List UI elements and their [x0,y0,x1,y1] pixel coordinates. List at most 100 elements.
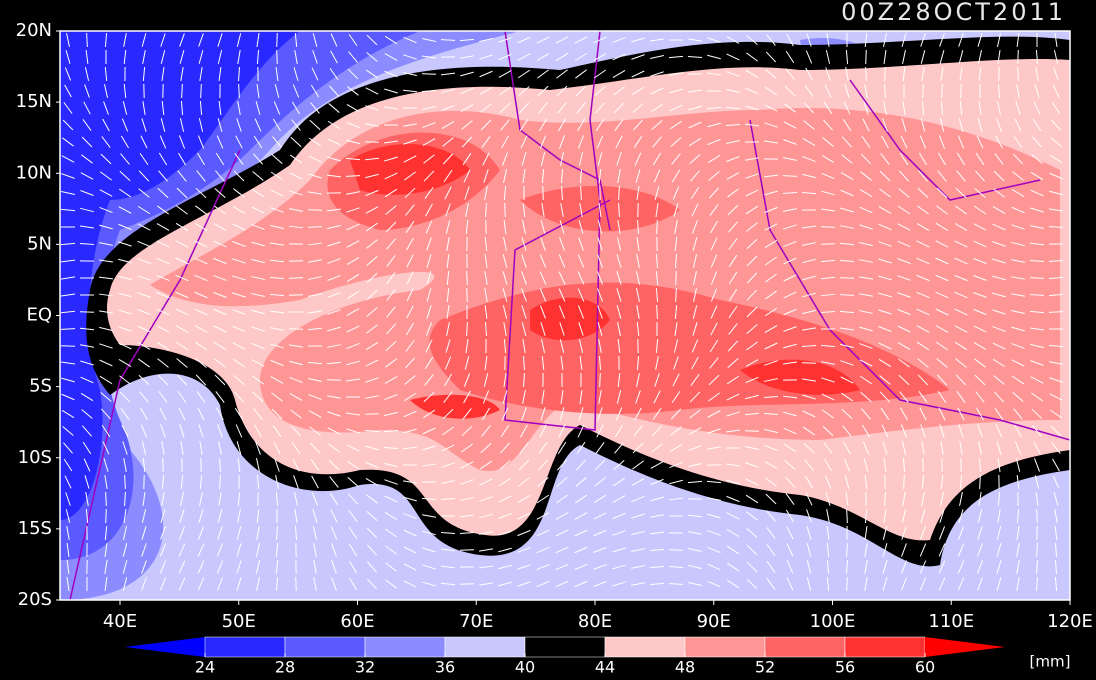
wind-vector [213,257,227,265]
wind-vector [655,270,659,286]
wind-vector [649,566,665,568]
wind-vector [574,546,588,554]
wind-vector [1015,101,1021,115]
wind-vector [650,87,664,95]
wind-vector [384,528,398,538]
wind-vector [366,34,378,46]
wind-vector [822,137,834,147]
wind-vector [542,185,544,201]
wind-vector [859,359,873,367]
wind-vector [479,37,493,43]
wind-vector [104,525,108,541]
wind-vector [232,358,246,368]
wind-vector [365,123,379,127]
wind-vector [820,226,836,228]
wind-vector [597,220,603,234]
wind-vector [878,206,892,214]
wind-vector [403,155,417,163]
wind-vector [955,205,967,215]
wind-vector [498,37,512,43]
wind-vector [1030,225,1044,229]
wind-vector [122,441,128,455]
wind-vector [859,343,873,349]
wind-vector [384,53,398,61]
wind-vector [784,460,796,470]
wind-vector [806,33,812,47]
wind-vector [364,157,380,161]
wind-vector [366,324,378,334]
wind-vector [978,50,982,64]
wind-vector [821,393,835,401]
wind-vector [440,582,456,586]
wind-vector [636,373,640,387]
wind-vector [864,32,868,48]
wind-vector [709,204,719,216]
wind-vector [119,391,131,403]
wind-vector [481,136,491,148]
wind-vector [900,135,908,149]
wind-vector [668,55,684,59]
wind-vector [538,441,548,455]
lon-label: 40E [103,611,137,632]
wind-vector [308,137,322,147]
wind-vector [636,186,640,200]
wind-vector [782,175,798,177]
wind-vector [519,442,529,454]
wind-vector [292,101,300,115]
wind-vector [199,100,203,116]
wind-vector [901,118,907,132]
wind-vector [142,491,146,507]
wind-vector [441,104,455,112]
wind-vector [326,361,342,365]
wind-vector [654,373,660,387]
wind-vector [1015,458,1021,472]
wind-vector [364,141,380,143]
wind-vector [578,237,584,251]
wind-vector [251,342,265,350]
wind-vector [198,50,204,64]
wind-vector [538,102,548,114]
wind-vector [746,272,758,284]
wind-vector [881,135,889,149]
colorbar-label: 56 [835,658,855,677]
wind-vector [709,339,719,353]
wind-vector [256,526,260,540]
wind-vector [105,508,107,524]
wind-vector [842,425,852,437]
wind-vector [522,202,526,218]
wind-vector [783,326,797,332]
wind-vector [977,424,983,438]
wind-vector [460,104,474,112]
wind-vector [272,425,282,437]
wind-vector [992,258,1006,264]
wind-vector [122,101,128,115]
wind-vector [865,66,867,82]
map-field [60,31,1070,600]
wind-vector [83,101,91,115]
wind-vector [403,546,417,554]
wind-vector [1016,84,1020,98]
wind-vector [364,429,380,433]
wind-vector [744,123,760,127]
wind-vector [959,474,963,490]
wind-vector [557,102,567,114]
wind-vector [706,106,722,110]
wind-vector [916,308,930,316]
wind-vector [123,458,127,472]
wind-vector [939,509,945,523]
wind-vector [977,577,983,591]
wind-vector [615,135,623,149]
wind-vector [840,171,854,181]
wind-vector [1017,49,1019,65]
wind-vector [426,254,432,268]
wind-vector [674,220,678,234]
wind-vector [365,222,379,232]
wind-vector [403,480,417,484]
wind-vector [764,86,778,96]
wind-vector [612,53,626,61]
wind-vector [424,187,434,199]
wind-vector [656,304,658,320]
wind-vector [308,293,322,297]
wind-vector [617,372,621,388]
wind-vector [403,36,417,44]
